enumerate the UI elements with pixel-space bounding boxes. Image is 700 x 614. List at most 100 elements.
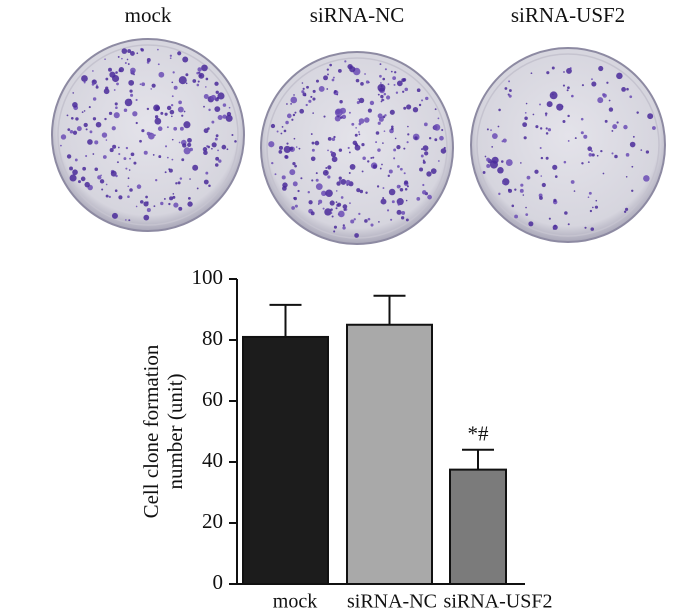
- colony: [375, 141, 378, 144]
- colony: [187, 137, 192, 143]
- colony: [566, 89, 569, 92]
- colony: [345, 179, 351, 185]
- colony: [399, 167, 403, 171]
- colony: [139, 200, 144, 204]
- colony: [396, 80, 403, 87]
- colony: [392, 76, 397, 81]
- colony: [60, 134, 67, 140]
- colony: [153, 205, 156, 208]
- colony: [354, 233, 359, 238]
- colony: [546, 71, 550, 75]
- colony: [69, 166, 73, 171]
- colony: [539, 196, 543, 200]
- colony: [640, 149, 643, 151]
- colony: [343, 208, 346, 212]
- colony: [141, 129, 145, 133]
- colony: [99, 179, 105, 184]
- colony: [171, 158, 174, 161]
- colony: [166, 156, 169, 159]
- colony: [203, 150, 208, 156]
- colony: [196, 187, 199, 190]
- colony: [118, 66, 125, 73]
- colony: [406, 104, 412, 110]
- colony: [367, 108, 372, 113]
- colony: [218, 159, 222, 163]
- colony: [304, 94, 307, 97]
- colony: [626, 87, 629, 91]
- colony: [234, 140, 237, 143]
- colony: [358, 133, 361, 136]
- colony: [141, 82, 146, 87]
- colony: [335, 207, 338, 210]
- colony: [360, 82, 364, 86]
- colony: [359, 189, 364, 194]
- colony: [402, 90, 405, 93]
- colony: [323, 75, 328, 81]
- colony: [152, 154, 155, 156]
- colony: [508, 89, 512, 92]
- chart: 0 20 40 60 80 100 Cell clone formation number (…: [139, 265, 553, 613]
- colony: [425, 96, 429, 101]
- colony: [291, 118, 294, 121]
- colony: [486, 157, 491, 162]
- colony: [290, 96, 298, 104]
- colony: [390, 127, 394, 131]
- colony: [135, 205, 138, 208]
- colony: [183, 147, 191, 155]
- colony: [372, 164, 378, 169]
- colony: [126, 58, 129, 61]
- colony: [524, 116, 528, 121]
- colony: [125, 167, 128, 170]
- colony: [105, 139, 108, 141]
- colony: [530, 72, 533, 75]
- colony: [115, 106, 118, 110]
- colony: [587, 196, 590, 199]
- colony: [372, 156, 375, 159]
- colony: [84, 181, 90, 188]
- colony: [169, 109, 175, 115]
- colony: [611, 129, 614, 132]
- colony: [403, 78, 406, 81]
- colony: [312, 89, 316, 93]
- colony: [146, 107, 150, 111]
- colony: [327, 73, 329, 76]
- colony: [270, 123, 276, 129]
- colony: [380, 198, 387, 205]
- colony: [334, 90, 337, 93]
- colony: [87, 139, 93, 145]
- colony: [581, 162, 584, 165]
- colony: [386, 95, 391, 100]
- colony: [378, 116, 384, 122]
- colony: [616, 72, 623, 80]
- colony: [170, 103, 174, 107]
- colony: [342, 224, 345, 227]
- colony: [168, 168, 173, 173]
- colony: [566, 68, 572, 74]
- colony: [362, 156, 366, 160]
- colony: [66, 114, 69, 117]
- colony: [197, 80, 200, 83]
- colony: [292, 113, 296, 117]
- colony: [405, 218, 409, 222]
- colony: [301, 90, 305, 94]
- colony: [311, 148, 315, 152]
- colony: [92, 97, 97, 101]
- colony: [390, 70, 393, 73]
- colony: [348, 111, 351, 114]
- colony: [545, 114, 548, 117]
- colony: [121, 57, 123, 60]
- colony: [151, 83, 156, 88]
- colony: [326, 68, 329, 71]
- colony: [196, 71, 199, 75]
- colony: [497, 125, 500, 128]
- colony: [318, 199, 323, 204]
- colony: [643, 175, 650, 182]
- colony: [187, 142, 192, 147]
- colony: [211, 120, 215, 124]
- colony: [625, 153, 630, 157]
- y-axis-label-line: Cell clone formation: [139, 344, 163, 518]
- colony: [502, 181, 505, 185]
- colony: [422, 183, 425, 187]
- colony: [422, 145, 429, 152]
